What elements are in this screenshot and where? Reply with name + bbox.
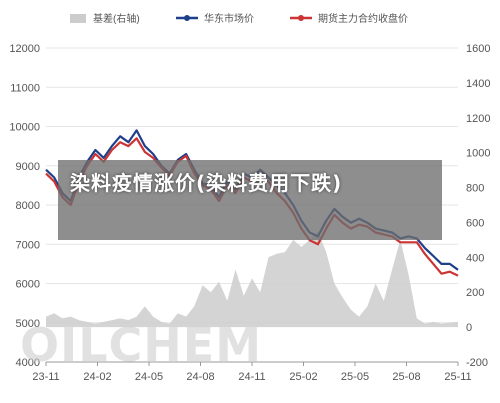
legend: 基差(右轴) 华东市场价 期货主力合约收盘价 [70, 12, 408, 25]
y-right-tick-label: 0 [466, 322, 472, 334]
y-left-tick-label: 12000 [9, 43, 40, 55]
y-right-axis: -200 0 200 400 600 800 1000 1200 1400 1600 [466, 43, 490, 369]
y-left-tick-label: 5000 [16, 318, 40, 330]
x-tick-label: 25-11 [444, 371, 471, 383]
legend-swatch-basis [70, 14, 86, 23]
y-left-tick-label: 7000 [16, 239, 40, 251]
x-tick-label: 24-02 [83, 371, 111, 383]
y-right-tick-label: 600 [466, 217, 484, 229]
x-tick-label: 23-11 [32, 371, 59, 383]
legend-label-east-price: 华东市场价 [204, 12, 254, 25]
y-left-tick-label: 8000 [16, 200, 40, 212]
y-left-axis: 4000 5000 6000 7000 8000 9000 10000 11000 12000 [9, 43, 40, 369]
x-tick-label: 25-08 [392, 371, 420, 383]
legend-label-futures: 期货主力合约收盘价 [318, 12, 408, 25]
headline-text: 染料疫情涨价(染料费用下跌) [70, 171, 343, 195]
y-left-tick-label: 9000 [16, 161, 40, 173]
x-tick-label: 24-11 [238, 371, 265, 383]
y-left-tick-label: 11000 [10, 82, 40, 94]
y-left-tick-label: 4000 [16, 357, 40, 369]
basis-area-layer [46, 231, 458, 328]
y-right-tick-label: 200 [466, 287, 484, 299]
legend-label-basis: 基差(右轴) [93, 12, 140, 25]
y-left-tick-label: 6000 [16, 279, 40, 291]
y-right-tick-label: 1400 [466, 78, 490, 90]
y-right-tick-label: 1600 [466, 43, 490, 55]
x-tick-label: 24-05 [135, 371, 163, 383]
y-right-tick-label: 800 [466, 183, 484, 195]
y-right-tick-label: -200 [466, 357, 488, 369]
headline-overlay [58, 160, 442, 240]
y-left-tick-label: 10000 [9, 122, 40, 134]
x-tick-label: 25-05 [341, 371, 369, 383]
legend-marker-futures [298, 15, 304, 21]
series-basis-area [46, 231, 458, 328]
legend-marker-east-price [184, 15, 190, 21]
x-tick-label: 25-02 [289, 371, 317, 383]
y-right-tick-label: 400 [466, 252, 484, 264]
x-tick-label: 24-08 [186, 371, 214, 383]
watermark-logo: OILCHEM [20, 318, 262, 372]
y-right-tick-label: 1200 [466, 113, 490, 125]
y-right-tick-label: 1000 [466, 148, 490, 160]
x-axis: 23-11 24-02 24-05 24-08 24-11 25-02 25-05 25-08… [32, 361, 472, 383]
